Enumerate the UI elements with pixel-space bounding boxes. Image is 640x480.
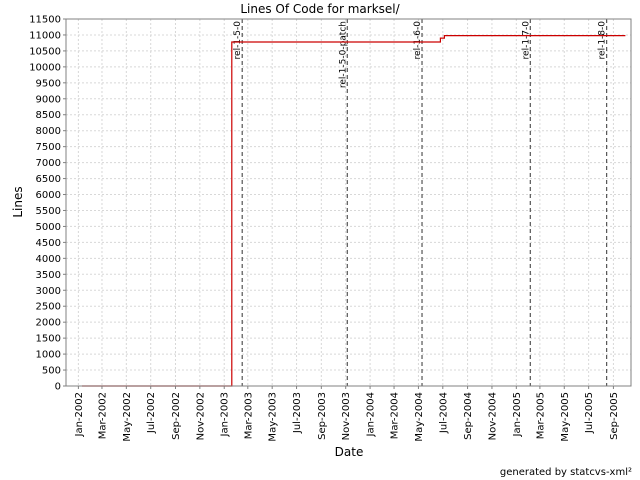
x-tick-label: Jul-2005 — [584, 392, 595, 434]
release-marker-label: rel-1-5-0-patch — [338, 21, 348, 88]
x-tick-label: Sep-2003 — [317, 392, 328, 440]
y-tick-label: 10000 — [29, 62, 61, 73]
loc-series-line — [82, 34, 626, 387]
x-tick-label: Sep-2002 — [171, 392, 182, 440]
release-markers: rel-1-5-0 rel-1-5-0-patch rel-1-6-0 rel-1-7… — [233, 19, 608, 386]
generator-credit: generated by statcvs-xml² — [499, 467, 632, 478]
y-tick-label: 9000 — [36, 94, 61, 105]
y-tick-label: 10500 — [29, 46, 61, 57]
y-axis-ticks: 0 500 1000 1500 2000 2500 3000 3500 4000 4500 5000… — [29, 15, 66, 393]
y-tick-label: 8000 — [36, 126, 61, 137]
x-tick-label: Sep-2004 — [463, 392, 474, 440]
x-tick-label: Mar-2003 — [243, 392, 254, 439]
x-tick-label: Nov-2003 — [341, 392, 352, 440]
axes — [65, 18, 632, 387]
y-tick-label: 1500 — [36, 334, 61, 345]
y-tick-label: 4500 — [36, 238, 61, 249]
plot-frame — [65, 18, 632, 387]
y-tick-label: 1000 — [36, 350, 61, 361]
y-tick-label: 11000 — [29, 30, 61, 41]
y-tick-label: 2500 — [36, 302, 61, 313]
y-tick-label: 500 — [42, 366, 61, 377]
release-marker-label: rel-1-8-0 — [598, 21, 608, 60]
x-tick-label: Nov-2004 — [487, 392, 498, 440]
x-axis-ticks: Jan-2002 Mar-2002 May-2002 Jul-2002 Sep-2002… — [74, 386, 620, 442]
x-tick-label: Jul-2004 — [438, 392, 449, 434]
x-tick-label: Mar-2002 — [97, 392, 108, 439]
x-tick-label: Jan-2002 — [74, 392, 85, 437]
x-tick-label: May-2003 — [268, 392, 279, 442]
release-marker-label: rel-1-6-0 — [413, 21, 423, 60]
x-tick-label: Jul-2002 — [146, 392, 157, 434]
y-tick-label: 7000 — [36, 158, 61, 169]
y-tick-label: 5500 — [36, 206, 61, 217]
y-tick-label: 7500 — [36, 142, 61, 153]
x-tick-label: Mar-2005 — [535, 392, 546, 439]
x-tick-label: Jul-2003 — [292, 392, 303, 434]
y-tick-label: 9500 — [36, 78, 61, 89]
y-tick-label: 5000 — [36, 222, 61, 233]
x-tick-label: May-2002 — [122, 392, 133, 442]
release-marker-label: rel-1-5-0 — [233, 21, 243, 60]
x-tick-label: Sep-2005 — [609, 392, 620, 440]
y-tick-label: 2000 — [36, 318, 61, 329]
y-tick-label: 4000 — [36, 254, 61, 265]
x-tick-label: May-2004 — [414, 392, 425, 442]
y-tick-label: 3500 — [36, 270, 61, 281]
x-tick-label: Mar-2004 — [390, 392, 401, 439]
series-layer — [82, 34, 626, 387]
y-tick-label: 8500 — [36, 110, 61, 121]
y-tick-label: 11500 — [29, 15, 61, 26]
y-tick-label: 6000 — [36, 190, 61, 201]
y-tick-label: 3000 — [36, 286, 61, 297]
chart-title: Lines Of Code for marksel/ — [240, 2, 400, 16]
x-tick-label: Jan-2004 — [366, 392, 377, 437]
x-tick-label: May-2005 — [560, 392, 571, 442]
grid — [66, 18, 631, 387]
x-axis-label: Date — [335, 445, 364, 459]
x-tick-label: Nov-2002 — [195, 392, 206, 440]
x-tick-label: Jan-2003 — [220, 392, 231, 437]
release-marker-label: rel-1-7-0 — [521, 21, 531, 60]
x-tick-label: Jan-2005 — [512, 392, 523, 437]
y-axis-label: Lines — [11, 186, 25, 217]
y-tick-label: 0 — [55, 382, 61, 393]
y-tick-label: 6500 — [36, 174, 61, 185]
